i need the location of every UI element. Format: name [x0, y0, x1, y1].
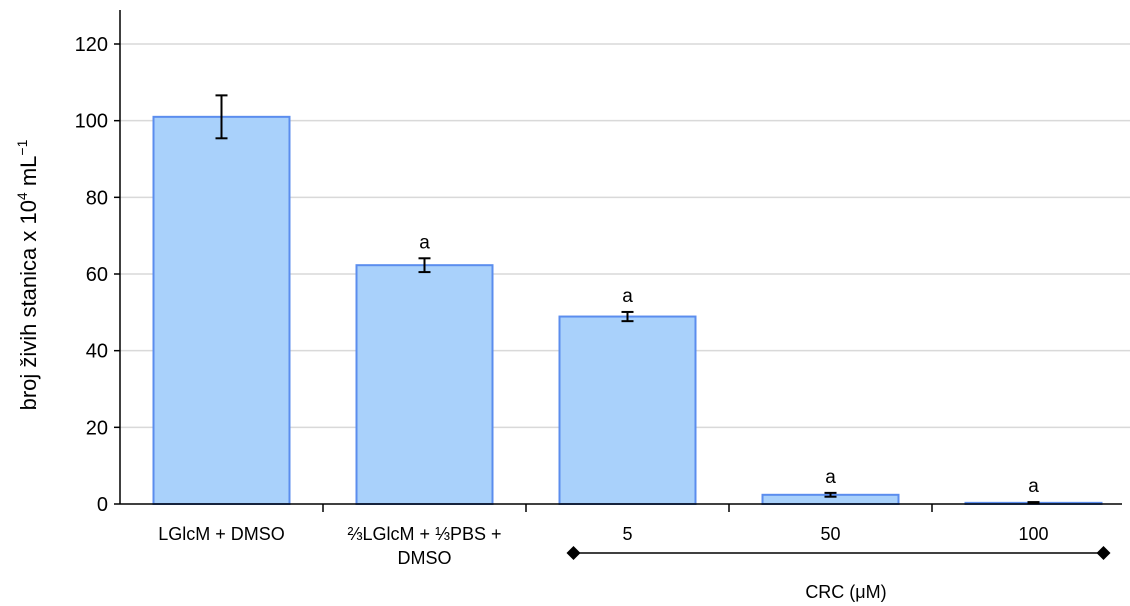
y-tick-label: 120: [75, 34, 108, 56]
x-category-label: DMSO: [398, 548, 452, 568]
significance-label: a: [825, 467, 836, 488]
y-tick-label: 0: [97, 494, 108, 516]
group-label: CRC (μM): [805, 582, 886, 602]
y-tick-label: 20: [86, 417, 108, 439]
bars: [152, 115, 1103, 506]
significance-labels: a a a a: [419, 232, 1039, 497]
y-tick-label: 100: [75, 111, 108, 133]
x-category-label: 5: [622, 524, 632, 544]
y-tick-label: 40: [86, 341, 108, 363]
x-category-label: 50: [820, 524, 840, 544]
x-category-label: 100: [1018, 524, 1048, 544]
group-bracket-left-marker: [566, 546, 581, 560]
bar: [558, 315, 697, 505]
significance-label: a: [1028, 476, 1039, 497]
x-category-label: ⅔LGlcM + ⅓PBS +: [347, 524, 501, 544]
y-tick-label: 60: [86, 264, 108, 286]
significance-label: a: [622, 286, 633, 307]
y-tick-labels: 0 20 40 60 80 100 120: [75, 34, 108, 516]
bar: [152, 115, 291, 505]
error-bars: [215, 94, 1040, 505]
significance-label: a: [419, 232, 430, 253]
x-category-label: LGlcM + DMSO: [158, 524, 285, 544]
axes: [114, 10, 1122, 512]
crc-group-bracket: [566, 546, 1111, 560]
x-category-labels: LGlcM + DMSO ⅔LGlcM + ⅓PBS + DMSO 5 50 100: [158, 524, 1048, 568]
y-tick-label: 80: [86, 187, 108, 209]
bar: [355, 264, 494, 505]
group-bracket-right-marker: [1096, 546, 1111, 560]
y-axis-title: broj živih stanica x 104 mL−1: [14, 139, 41, 410]
